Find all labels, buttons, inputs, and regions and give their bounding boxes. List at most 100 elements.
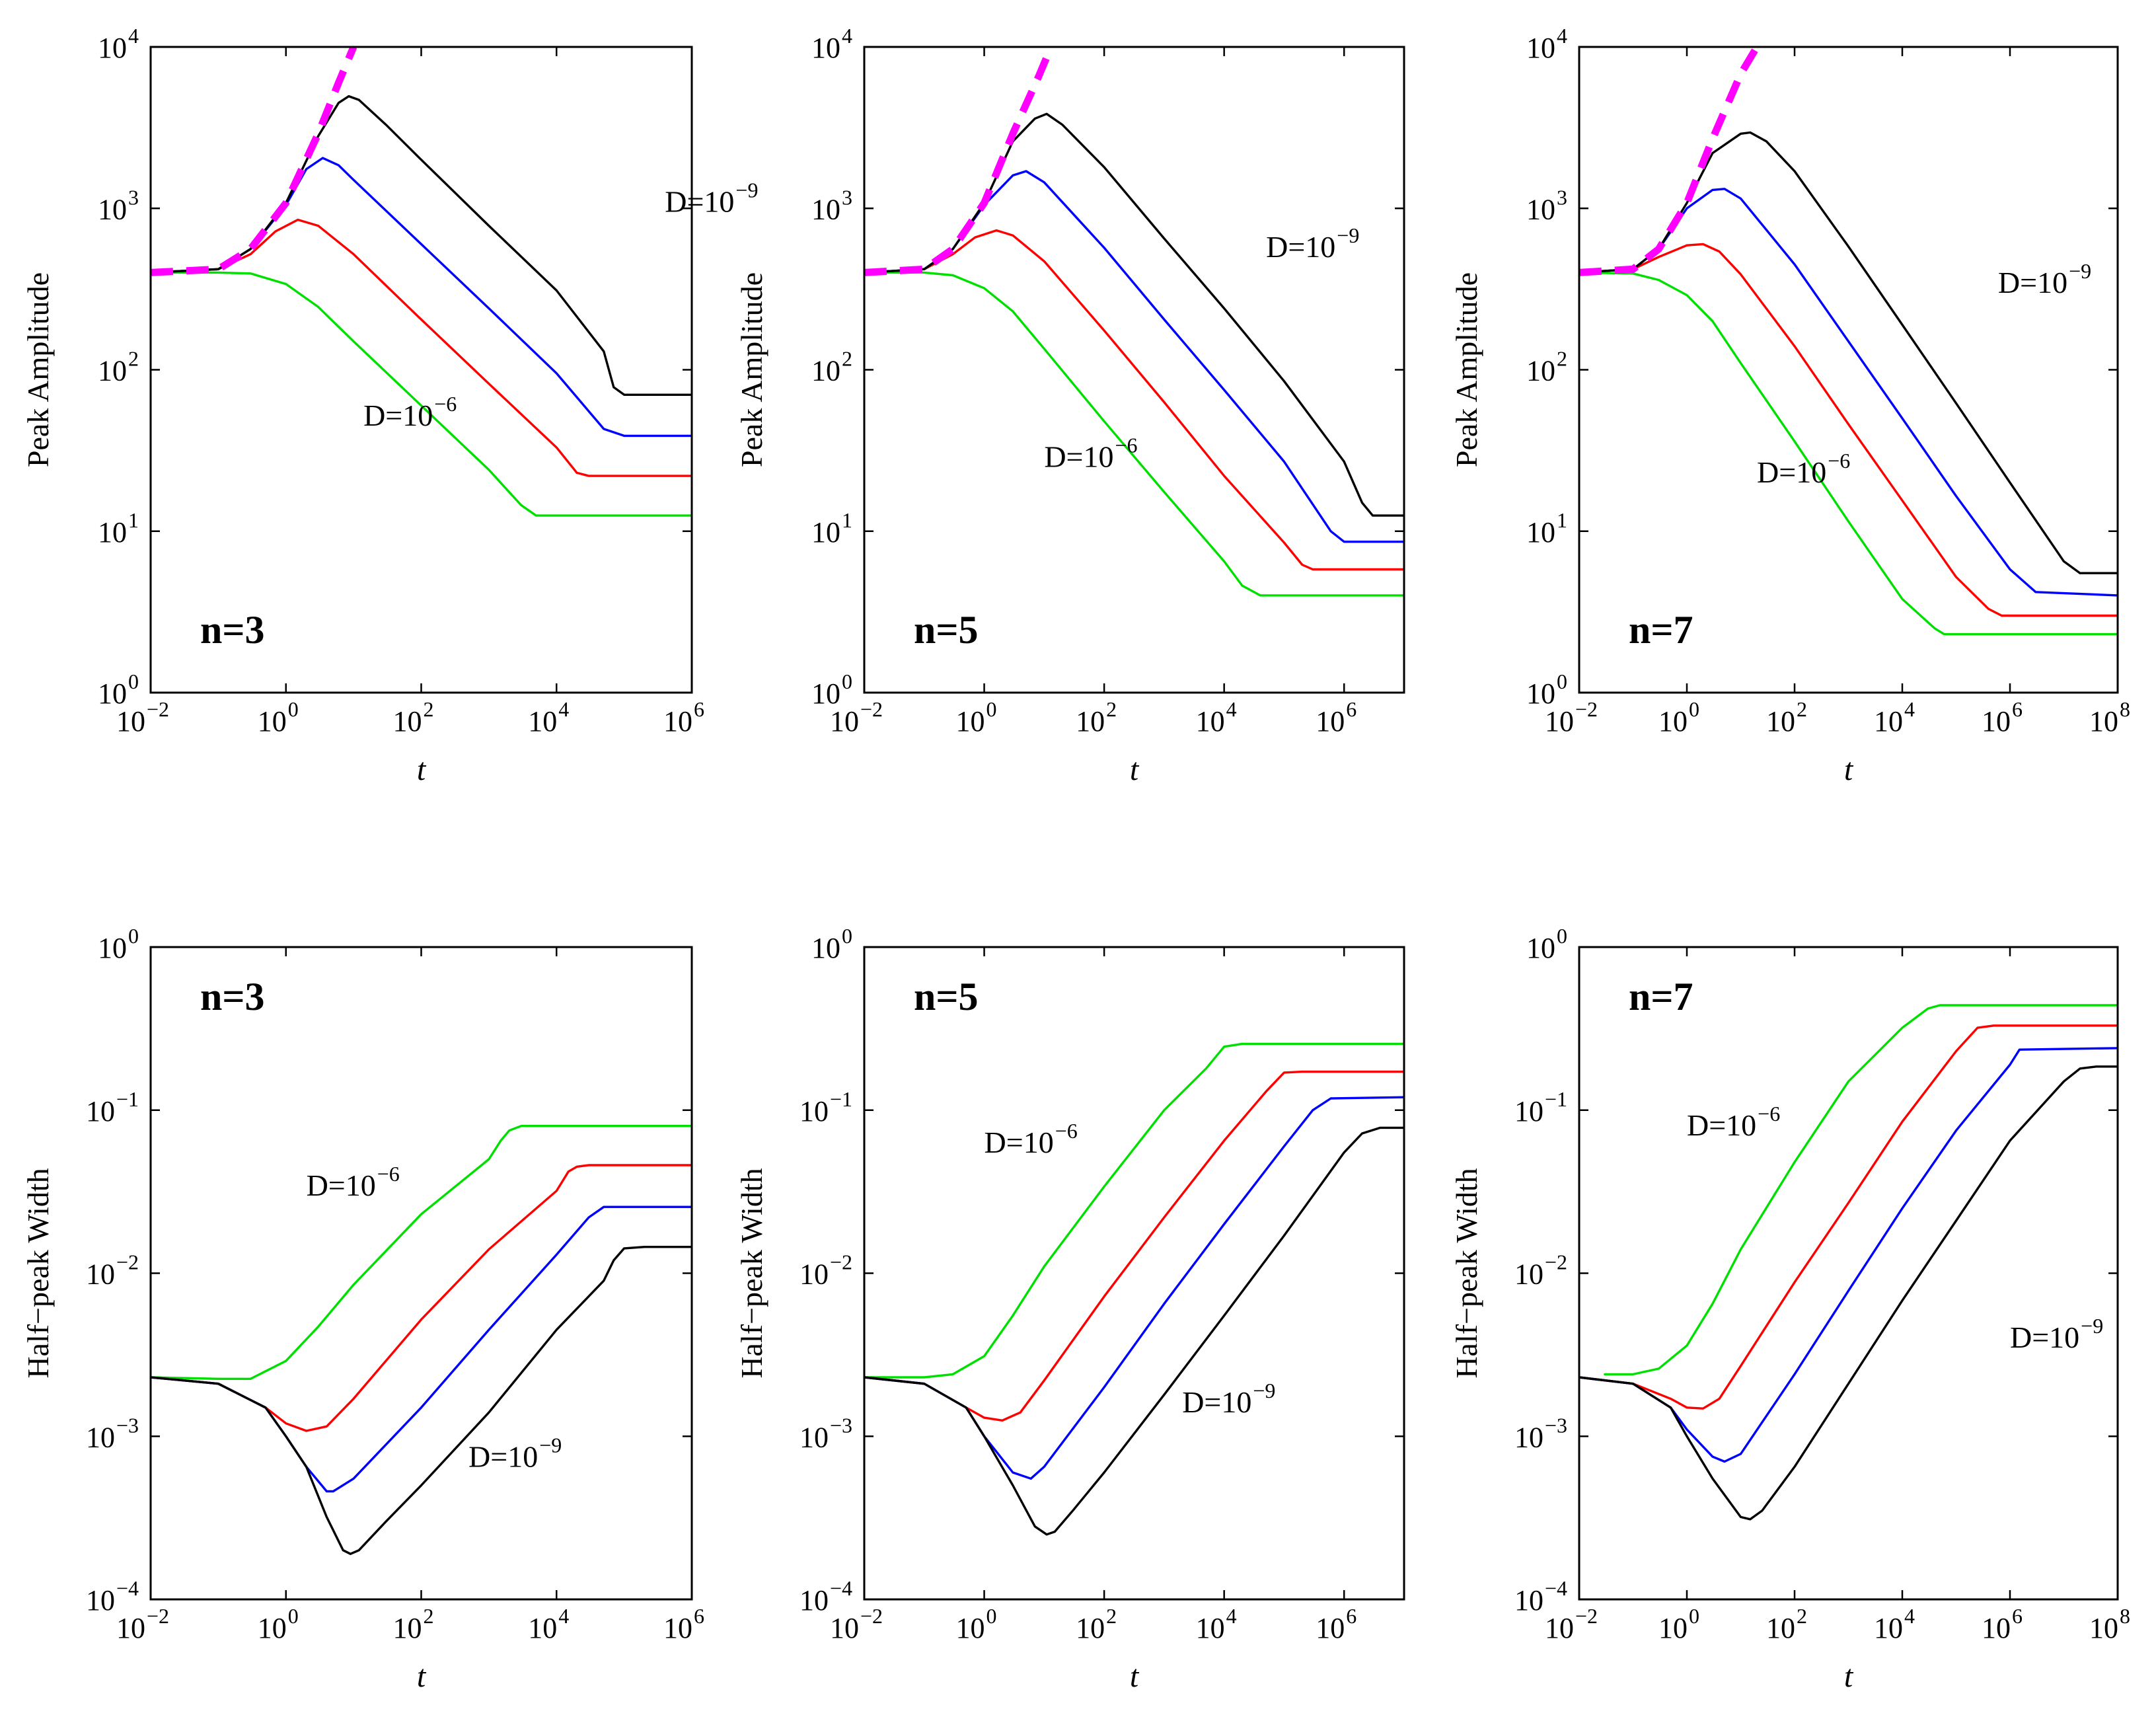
y-axis-label: Peak Amplitude <box>1450 272 1483 467</box>
y-tick-label: 10−2 <box>799 1250 852 1291</box>
series-group <box>864 1042 1404 1536</box>
y-tick-label: 101 <box>98 508 139 549</box>
y-axis-label: Half−peak Width <box>735 1168 768 1378</box>
x-tick-label: 104 <box>528 1604 569 1644</box>
x-tick-label: 106 <box>663 697 704 738</box>
series-line-d-1e-8 <box>864 170 1404 543</box>
annotation-d-label: D=10−9 <box>1998 259 2091 299</box>
y-tick-label: 100 <box>1526 669 1567 710</box>
series-line-d-1e-6 <box>864 1042 1404 1379</box>
x-tick-label: 106 <box>1316 1604 1357 1644</box>
y-tick-label: 104 <box>1526 24 1567 64</box>
x-tick-label: 102 <box>1076 697 1117 738</box>
y-tick-label: 103 <box>1526 185 1567 225</box>
series-line-d-1e-6 <box>1579 271 2118 636</box>
series-line-d-1e-9 <box>1579 131 2118 574</box>
x-tick-label: 100 <box>258 697 299 738</box>
y-tick-label: 100 <box>811 669 852 710</box>
x-tick-label: 102 <box>1076 1604 1117 1644</box>
y-tick-label: 104 <box>811 24 852 64</box>
y-tick-label: 10−1 <box>86 1087 139 1127</box>
x-axis-label: t <box>1844 752 1854 787</box>
chart-panel-amp-n7: 10−2 100 102 104 106 108100101102103104tPeak … <box>1450 24 2130 787</box>
annotation-d-label: D=10−6 <box>307 1162 400 1202</box>
annotation-d-label: D=10−9 <box>1182 1379 1275 1419</box>
panel-label: n=5 <box>914 975 979 1018</box>
series-line-d-1e-7 <box>151 218 692 477</box>
plot-frame <box>149 946 693 1601</box>
chart-panel-width-n3: 10−2 100 102 104 106 10−4 10−3 10−2 10−1 100 t Half… <box>21 924 704 1694</box>
panel-label: n=7 <box>1629 975 1693 1018</box>
x-tick-label: 104 <box>528 697 569 738</box>
x-tick-label: 104 <box>1196 1604 1237 1644</box>
x-tick-label: 100 <box>258 1604 299 1644</box>
x-tick-label: 100 <box>956 697 997 738</box>
x-tick-label: 100 <box>1658 697 1699 738</box>
series-line-d-1e-8 <box>151 157 692 438</box>
plot-frame <box>863 946 1405 1601</box>
series-line-d-1e-9 <box>1579 1065 2118 1521</box>
y-axis-label: Peak Amplitude <box>735 272 768 467</box>
x-tick-label: 106 <box>1982 1604 2023 1644</box>
series-line-d-1e-7 <box>1579 1024 2118 1410</box>
y-tick-label: 102 <box>811 347 852 387</box>
plot-frame <box>149 46 693 694</box>
y-tick-label: 10−1 <box>1514 1087 1567 1127</box>
panel-label: n=5 <box>914 608 979 652</box>
x-tick-label: 106 <box>1316 697 1357 738</box>
annotation-d-label: D=10−6 <box>1687 1102 1780 1142</box>
x-axis-label: t <box>1130 1659 1140 1694</box>
series-line-d-1e-6 <box>151 1125 692 1380</box>
series-group <box>1579 1004 2118 1521</box>
series-line-d-1e-8 <box>864 1096 1404 1480</box>
annotation-d-label: D=10−6 <box>1044 434 1137 474</box>
x-tick-label: 100 <box>1658 1604 1699 1644</box>
x-tick-label: 104 <box>1874 697 1915 738</box>
plot-frame <box>1578 46 2119 694</box>
y-tick-label: 10−3 <box>1514 1413 1567 1453</box>
panel-label: n=3 <box>200 608 265 652</box>
y-tick-label: 100 <box>1526 924 1567 964</box>
y-tick-label: 10−3 <box>86 1413 139 1453</box>
plot-frame <box>1578 946 2119 1601</box>
series-line-d-1e-6 <box>151 271 692 517</box>
x-tick-label: 10−2 <box>116 697 169 738</box>
series-line-d-1e-6 <box>864 271 1404 597</box>
series-line-d-1e-6 <box>1604 1004 2118 1376</box>
chart-panel-width-n5: 10−2 100 102 104 106 10−4 10−3 10−2 10−1 100 t Half… <box>735 924 1405 1694</box>
y-tick-label: 10−4 <box>1514 1576 1567 1617</box>
annotation-d-label: D=10−9 <box>2010 1314 2103 1354</box>
plot-frame <box>863 46 1405 694</box>
annotation-d-label: D=10−9 <box>1266 223 1359 264</box>
y-tick-label: 10−3 <box>799 1413 852 1453</box>
series-line-d-1e-7 <box>1579 243 2118 617</box>
x-tick-label: 102 <box>393 697 434 738</box>
y-tick-label: 10−2 <box>86 1250 139 1291</box>
x-tick-label: 108 <box>2089 697 2130 738</box>
y-tick-label: 10−1 <box>799 1087 852 1127</box>
y-tick-label: 102 <box>98 347 139 387</box>
y-tick-label: 101 <box>811 508 852 549</box>
x-axis-label: t <box>417 1659 427 1694</box>
x-tick-label: 100 <box>956 1604 997 1644</box>
y-tick-label: 101 <box>1526 508 1567 549</box>
x-tick-label: 104 <box>1874 1604 1915 1644</box>
x-tick-label: 10−2 <box>1545 697 1598 738</box>
series-group <box>864 47 1404 597</box>
series-line-d-1e-9 <box>864 1126 1404 1536</box>
x-tick-label: 106 <box>663 1604 704 1644</box>
series-line-asymptote <box>1579 47 1760 276</box>
series-line-d-1e-9 <box>151 1246 692 1555</box>
y-tick-label: 100 <box>811 924 852 964</box>
x-tick-label: 102 <box>393 1604 434 1644</box>
series-line-d-1e-9 <box>151 95 692 396</box>
y-axis-label: Half−peak Width <box>1450 1168 1483 1378</box>
series-group <box>151 1125 692 1555</box>
y-tick-label: 100 <box>98 924 139 964</box>
x-tick-label: 10−2 <box>830 697 883 738</box>
x-axis-label: t <box>1844 1659 1854 1694</box>
y-tick-label: 10−2 <box>1514 1250 1567 1291</box>
x-tick-label: 102 <box>1766 1604 1807 1644</box>
